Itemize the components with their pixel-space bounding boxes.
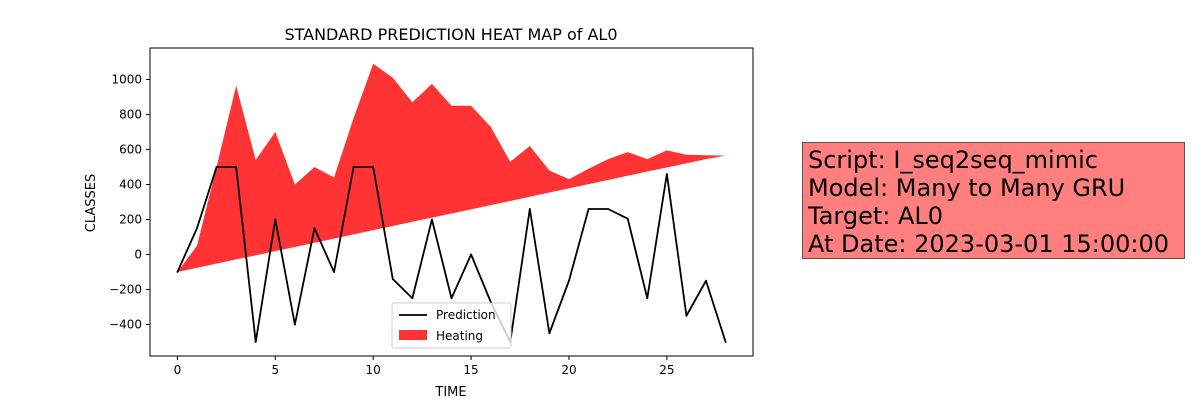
prediction-point	[705, 279, 707, 282]
y-tick-label: 800	[119, 108, 142, 122]
prediction-point	[528, 208, 531, 210]
prediction-point	[548, 332, 551, 335]
x-tick-label: 20	[561, 363, 576, 377]
prediction-point	[372, 166, 375, 168]
y-tick-label: 200	[119, 213, 142, 227]
prediction-point	[352, 166, 355, 168]
prediction-point	[470, 253, 472, 256]
prediction-point	[215, 166, 218, 168]
y-tick-label: −400	[109, 318, 142, 332]
legend: Prediction Heating	[391, 302, 512, 349]
legend-prediction-label: Prediction	[436, 308, 496, 322]
x-axis-label: TIME	[434, 385, 466, 400]
prediction-point	[274, 218, 277, 221]
x-tick-label: 25	[659, 363, 674, 377]
prediction-point	[489, 300, 492, 303]
model-name-text: Model: Many to Many GRU	[808, 174, 1126, 202]
x-tick-label: 10	[366, 363, 381, 377]
prediction-point	[587, 208, 590, 210]
heating-area	[177, 63, 726, 272]
y-tick-label: 0	[134, 248, 142, 262]
chart-title: STANDARD PREDICTION HEAT MAP of AL0	[284, 25, 617, 44]
plot-frame	[149, 47, 754, 357]
legend-heating-label: Heating	[436, 329, 483, 343]
y-tick-label: −200	[109, 283, 142, 297]
prediction-point	[254, 341, 257, 343]
x-tick-label: 0	[174, 363, 182, 377]
prediction-point	[685, 314, 688, 317]
prediction-point	[333, 271, 335, 273]
prediction-point	[450, 297, 453, 300]
x-tick-label: 5	[271, 363, 279, 377]
x-tick-label: 15	[463, 363, 478, 377]
prediction-point	[607, 208, 610, 210]
y-tick-label: 1000	[111, 73, 142, 87]
prediction-point	[293, 323, 296, 326]
prediction-point	[411, 297, 414, 300]
prediction-heat-map-chart: STANDARD PREDICTION HEAT MAP of AL0 0 5 10…	[84, 25, 754, 400]
run-info-box: Script: I_seq2seq_mimic Model: Many to M…	[802, 142, 1185, 259]
prediction-point	[665, 173, 668, 175]
prediction-point	[391, 278, 394, 280]
target-text: Target: AL0	[808, 202, 944, 230]
prediction-point	[196, 227, 198, 230]
prediction-point	[646, 297, 649, 300]
prediction-point	[313, 227, 316, 230]
prediction-point	[568, 279, 570, 282]
date-text: At Date: 2023-03-01 15:00:00	[808, 230, 1170, 258]
script-name-text: Script: I_seq2seq_mimic	[808, 146, 1098, 174]
legend-heating-swatch	[399, 330, 427, 340]
y-axis-label: CLASSES	[84, 174, 99, 232]
prediction-point	[235, 166, 238, 168]
prediction-point	[176, 271, 179, 273]
prediction-point	[431, 218, 433, 221]
y-tick-label: 400	[119, 178, 142, 192]
prediction-point	[724, 341, 727, 343]
y-tick-label: 600	[119, 143, 142, 157]
prediction-point	[626, 217, 629, 220]
